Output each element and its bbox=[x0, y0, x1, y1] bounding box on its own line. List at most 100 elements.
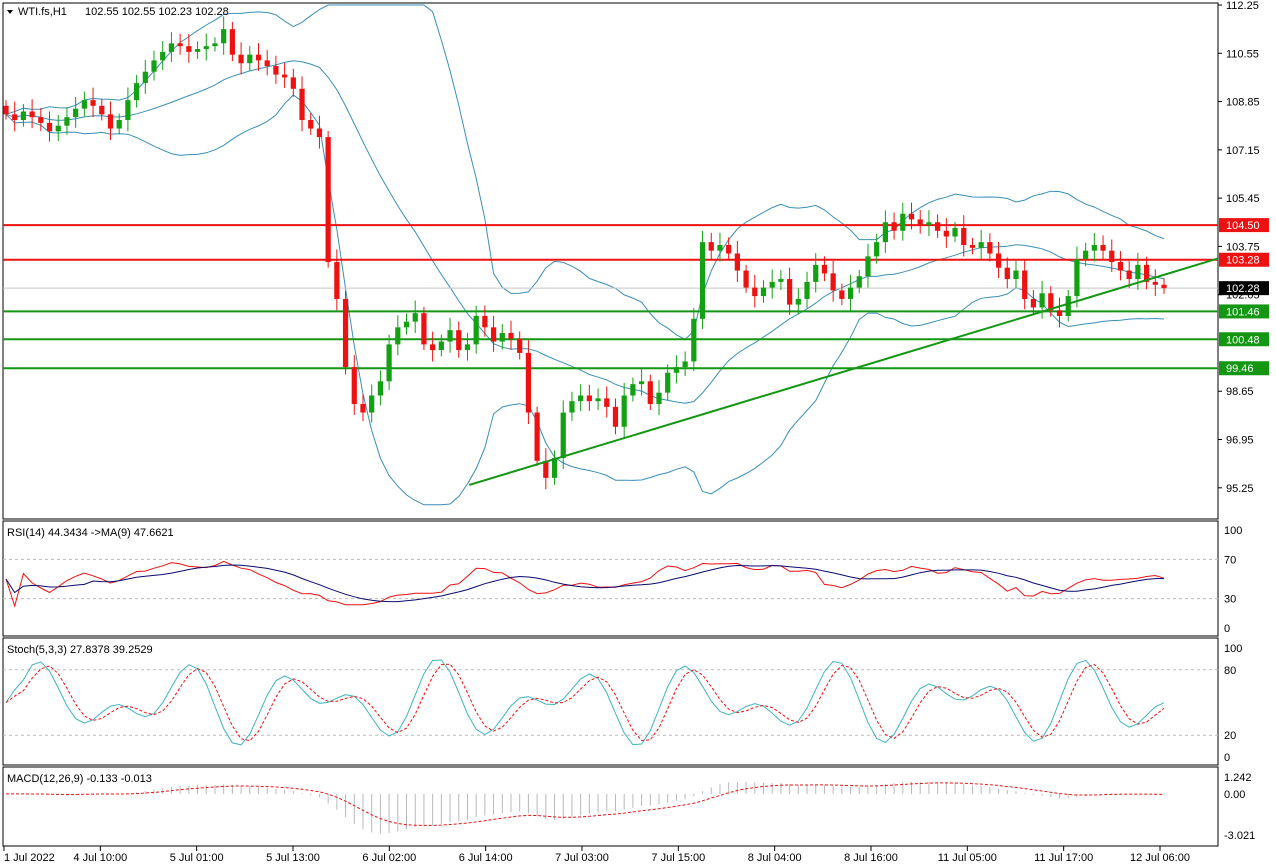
candle-body bbox=[1056, 310, 1063, 316]
candle-body bbox=[847, 287, 854, 299]
candle-body bbox=[229, 29, 235, 55]
stoch-k-line bbox=[5, 659, 1165, 746]
candle-body bbox=[133, 83, 140, 101]
band-lower bbox=[5, 94, 1165, 506]
candle-body bbox=[743, 270, 749, 288]
candle-body bbox=[438, 341, 444, 351]
candle-body bbox=[830, 273, 836, 291]
candle-body bbox=[64, 117, 70, 126]
y-tick-label: 108.85 bbox=[1226, 97, 1260, 109]
candle-body bbox=[308, 120, 314, 129]
candle-body bbox=[647, 381, 653, 405]
y-tick-label: 95.25 bbox=[1226, 483, 1254, 495]
candle-body bbox=[1030, 298, 1037, 308]
x-tick-label: 11 Jul 17:00 bbox=[1034, 852, 1093, 864]
band-middle bbox=[5, 60, 1165, 404]
x-tick-label: 12 Jul 06:00 bbox=[1130, 852, 1190, 864]
bollinger-bands bbox=[5, 4, 1165, 506]
candle-body bbox=[699, 242, 706, 319]
candle-body bbox=[682, 361, 688, 368]
candle-body bbox=[752, 287, 758, 297]
candle-body bbox=[1109, 250, 1115, 263]
candle-body bbox=[517, 338, 523, 353]
candle-body bbox=[221, 29, 227, 44]
candle-body bbox=[490, 327, 497, 342]
candle-body bbox=[90, 100, 96, 106]
level-tag-100.48: 100.48 bbox=[1226, 334, 1260, 346]
candle-body bbox=[804, 281, 810, 299]
candle-body bbox=[247, 54, 253, 64]
candle-body bbox=[786, 279, 793, 305]
candle-body bbox=[73, 108, 79, 118]
candle-body bbox=[342, 298, 349, 368]
candle-body bbox=[734, 253, 740, 271]
candle-body bbox=[891, 222, 897, 231]
candle-body bbox=[1083, 250, 1089, 260]
candle-body bbox=[20, 111, 27, 121]
candle-body bbox=[464, 344, 471, 351]
candle-body bbox=[717, 244, 723, 251]
candle-body bbox=[1100, 244, 1106, 251]
candle-body bbox=[107, 114, 114, 129]
candle-body bbox=[299, 88, 305, 121]
candle-body bbox=[12, 114, 18, 121]
candle-body bbox=[1091, 244, 1097, 251]
candle-body bbox=[1135, 264, 1141, 280]
level-tag-104.50-bg bbox=[1219, 218, 1269, 233]
candle-body bbox=[160, 51, 166, 61]
candle-body bbox=[943, 230, 949, 237]
candle-body bbox=[81, 100, 87, 109]
x-tick-label: 6 Jul 02:00 bbox=[362, 852, 416, 864]
candle-body bbox=[821, 264, 828, 274]
level-tag-101.46: 101.46 bbox=[1226, 306, 1260, 318]
candle-body bbox=[1126, 270, 1132, 280]
candle-body bbox=[673, 367, 680, 373]
stoch-tick-label: 20 bbox=[1224, 730, 1236, 742]
candle-body bbox=[38, 117, 44, 123]
level-tag-99.46-bg bbox=[1219, 361, 1269, 376]
level-tag-103.28-bg bbox=[1219, 252, 1269, 267]
candle-body bbox=[29, 111, 35, 118]
rsi-tick-label: 30 bbox=[1224, 594, 1236, 606]
dropdown-triangle-icon[interactable] bbox=[7, 10, 13, 14]
support-trendline bbox=[468, 257, 1219, 486]
candle-body bbox=[282, 74, 288, 78]
candle-body bbox=[1143, 264, 1150, 282]
candle-body bbox=[1161, 284, 1167, 289]
candle-body bbox=[865, 256, 871, 277]
candle-body bbox=[168, 43, 175, 52]
level-tag-100.48-bg bbox=[1219, 332, 1269, 347]
candle-body bbox=[900, 213, 906, 231]
candles bbox=[3, 16, 1167, 490]
price-tags: 104.50 103.28 101.46 100.48 99.46 102.28 bbox=[1219, 218, 1269, 376]
stoch-tick-label: 80 bbox=[1224, 665, 1236, 677]
level-tag-101.46-bg bbox=[1219, 304, 1269, 319]
candle-body bbox=[273, 66, 279, 75]
candle-body bbox=[969, 244, 976, 248]
candle-body bbox=[551, 457, 558, 478]
candle-body bbox=[264, 60, 270, 67]
candle-body bbox=[952, 227, 958, 237]
level-tag-103.28: 103.28 bbox=[1226, 255, 1260, 267]
stoch-d-line bbox=[5, 663, 1165, 742]
candle-body bbox=[360, 404, 366, 413]
stoch-tick-label: 0 bbox=[1224, 752, 1230, 764]
candle-body bbox=[987, 242, 993, 254]
candle-body bbox=[612, 406, 619, 427]
macd-signal-line bbox=[6, 782, 1165, 826]
candle-body bbox=[351, 367, 357, 405]
candle-body bbox=[638, 381, 645, 385]
candle-body bbox=[203, 46, 209, 50]
candle-body bbox=[1004, 267, 1010, 280]
candle-body bbox=[1065, 296, 1071, 316]
rsi-tick-label: 70 bbox=[1224, 554, 1236, 566]
candle-body bbox=[543, 460, 549, 478]
macd-tick-label: 1.242 bbox=[1224, 772, 1252, 784]
candle-body bbox=[586, 395, 592, 402]
candle-body bbox=[473, 315, 479, 345]
candle-body bbox=[142, 71, 148, 84]
candle-body bbox=[499, 333, 505, 342]
level-tag-99.46: 99.46 bbox=[1226, 363, 1254, 375]
candle-body bbox=[3, 105, 9, 115]
